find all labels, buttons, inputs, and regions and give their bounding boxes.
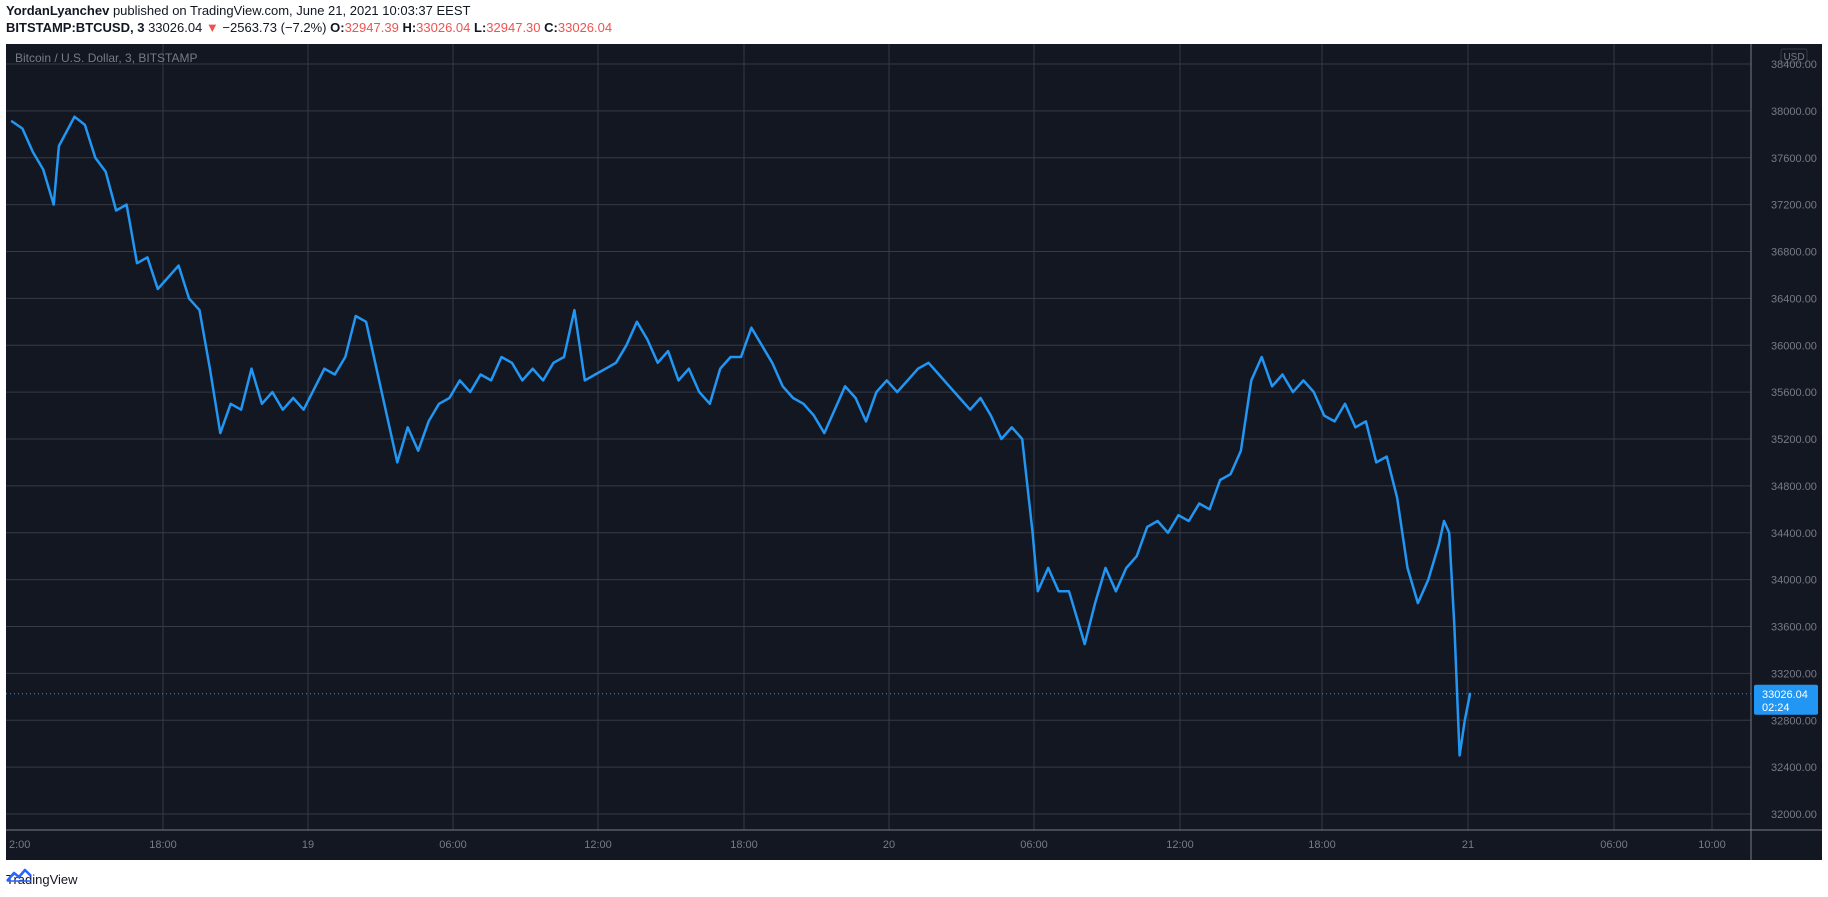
low-value: 32947.30 [486, 20, 541, 35]
time-axis: 2:00 18:00 19 06:00 12:00 18:00 20 06:00 12:00 18… [9, 839, 1726, 851]
x-tick-label: 2:00 [9, 839, 30, 851]
price-series-line [10, 115, 1472, 757]
down-arrow-icon: ▼ [205, 20, 219, 35]
low-label: L: [474, 20, 487, 35]
y-tick-label: 36800.00 [1771, 247, 1817, 259]
high-label: H: [402, 20, 417, 35]
open-label: O: [330, 20, 345, 35]
grid-lines [6, 44, 1751, 830]
ohlc-bar: BITSTAMP:BTCUSD, 3 33026.04 ▼ −2563.73 (… [6, 20, 612, 36]
published-text: published on TradingView.com, June 21, 2… [112, 3, 471, 18]
countdown-value: 02:24 [1762, 702, 1790, 714]
last-price-tag: 33026.04 02:24 [1754, 684, 1818, 715]
publish-info: YordanLyanchev published on TradingView.… [6, 3, 470, 19]
y-tick-label: 36400.00 [1771, 293, 1817, 305]
y-tick-label: 34000.00 [1771, 575, 1817, 587]
x-tick-label: 12:00 [1166, 839, 1194, 851]
close-label: C: [544, 20, 558, 35]
last-price: 33026.04 [148, 20, 203, 35]
currency-badge [1780, 48, 1808, 64]
y-tick-label: 35200.00 [1771, 434, 1817, 446]
y-tick-label: 33600.00 [1771, 622, 1817, 634]
y-tick-label: 38000.00 [1771, 106, 1817, 118]
x-tick-label: 18:00 [149, 839, 177, 851]
x-tick-label: 18:00 [1308, 839, 1336, 851]
y-tick-label: 32800.00 [1771, 715, 1817, 727]
y-tick-label: 38400.00 [1771, 59, 1817, 71]
y-tick-label: 35600.00 [1771, 387, 1817, 399]
x-tick-label: 06:00 [439, 839, 467, 851]
x-tick-label: 20 [883, 839, 895, 851]
x-tick-label: 12:00 [584, 839, 612, 851]
x-tick-label: 06:00 [1600, 839, 1628, 851]
y-tick-label: 37600.00 [1771, 153, 1817, 165]
open-value: 32947.39 [344, 20, 399, 35]
high-value: 33026.04 [416, 20, 471, 35]
footer-brand[interactable]: TradingView [6, 868, 78, 890]
y-tick-label: 37200.00 [1771, 200, 1817, 212]
y-tick-label: 32000.00 [1771, 809, 1817, 821]
price-chart[interactable]: Bitcoin / U.S. Dollar, 3, BITSTAMP USD 3… [6, 44, 1822, 860]
x-tick-label: 18:00 [730, 839, 758, 851]
price-axis: 38400.00 38000.00 37600.00 37200.00 36800.00… [1771, 59, 1817, 821]
brand-name: TradingView [6, 871, 78, 887]
chart-panel[interactable]: Bitcoin / U.S. Dollar, 3, BITSTAMP USD 3… [6, 44, 1822, 860]
x-tick-label: 06:00 [1020, 839, 1048, 851]
y-tick-label: 34400.00 [1771, 528, 1817, 540]
y-tick-label: 34800.00 [1771, 481, 1817, 493]
change-value: −2563.73 (−7.2%) [222, 20, 327, 35]
close-value: 33026.04 [557, 20, 613, 35]
x-tick-label: 21 [1462, 839, 1474, 851]
y-tick-label: 33200.00 [1771, 668, 1817, 680]
x-tick-label: 19 [302, 839, 314, 851]
x-tick-label: 10:00 [1698, 839, 1726, 851]
author-name: YordanLyanchev [6, 3, 110, 18]
last-price-value: 33026.04 [1762, 689, 1808, 701]
y-tick-label: 32400.00 [1771, 762, 1817, 774]
symbol-label: BITSTAMP:BTCUSD, 3 [6, 20, 145, 35]
chart-legend-title: Bitcoin / U.S. Dollar, 3, BITSTAMP [15, 51, 198, 65]
tradingview-logo-icon [6, 868, 32, 882]
currency-label: USD [1783, 52, 1804, 63]
y-tick-label: 36000.00 [1771, 340, 1817, 352]
